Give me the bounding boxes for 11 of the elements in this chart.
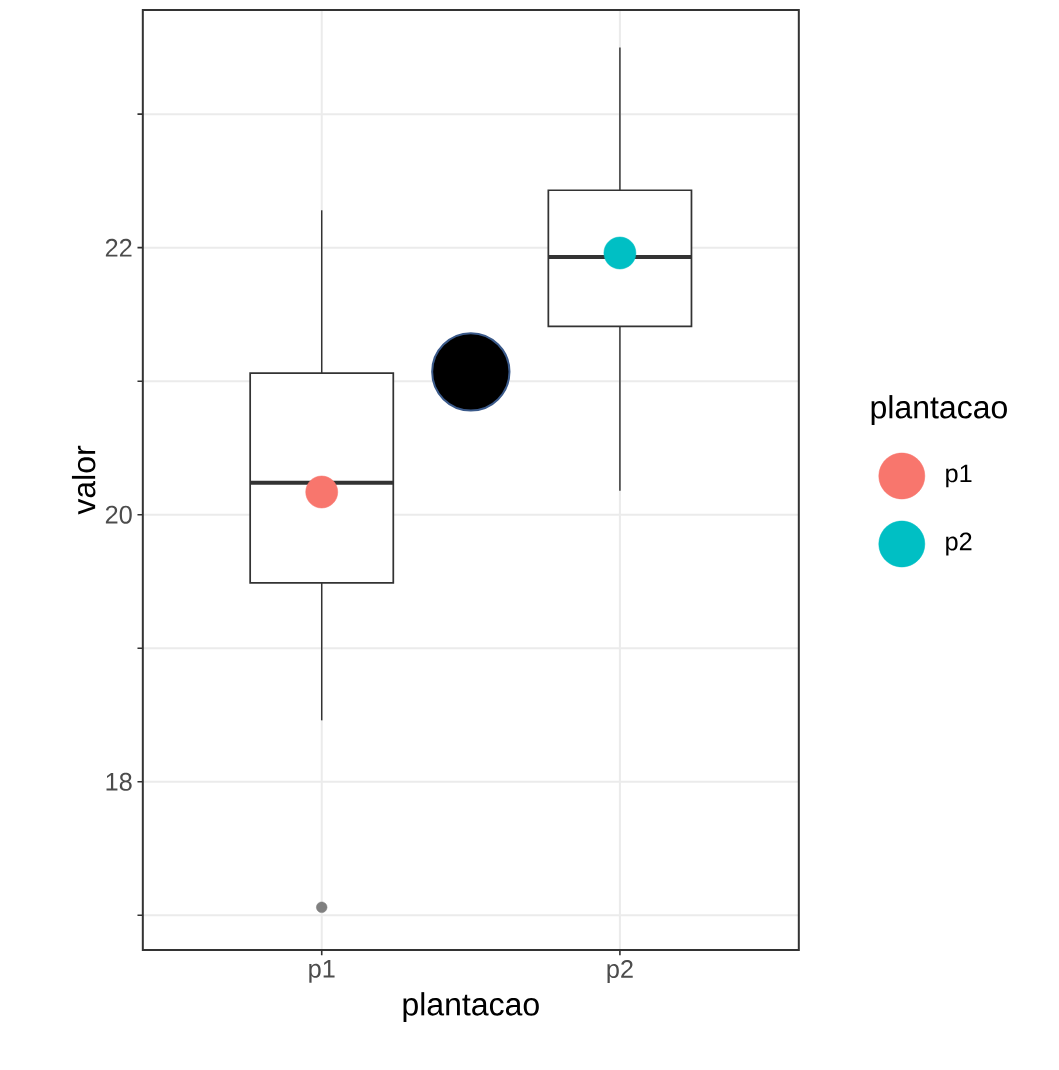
legend-label: p2: [946, 532, 972, 556]
point: [603, 236, 637, 270]
y-axis-title: valor: [72, 445, 96, 515]
point: [431, 332, 511, 412]
legend-title: plantacao: [871, 395, 1008, 425]
x-axis-title: plantacao: [403, 992, 539, 1022]
y-tick-label: 18: [106, 772, 132, 791]
point: [305, 475, 339, 509]
legend-label: p1: [946, 464, 972, 488]
y-tick-label: 20: [105, 505, 132, 524]
y-tick-label: 22: [105, 238, 132, 257]
